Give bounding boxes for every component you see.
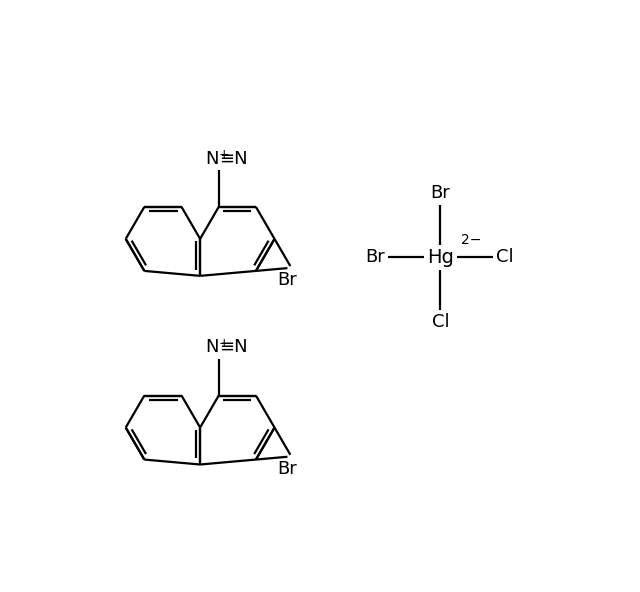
Text: Br: Br bbox=[278, 460, 298, 478]
Text: 2−: 2− bbox=[461, 233, 481, 247]
Text: Cl: Cl bbox=[496, 249, 514, 266]
Text: Br: Br bbox=[365, 249, 385, 266]
Text: +: + bbox=[219, 337, 230, 350]
Text: Br: Br bbox=[431, 184, 451, 202]
Text: ≡N: ≡N bbox=[219, 338, 248, 356]
Text: ≡N: ≡N bbox=[219, 150, 248, 168]
Text: Hg: Hg bbox=[427, 248, 454, 267]
Text: N: N bbox=[205, 150, 219, 168]
Text: Br: Br bbox=[278, 271, 298, 289]
Text: N: N bbox=[205, 338, 219, 356]
Text: Cl: Cl bbox=[431, 313, 449, 331]
Text: +: + bbox=[219, 148, 230, 161]
